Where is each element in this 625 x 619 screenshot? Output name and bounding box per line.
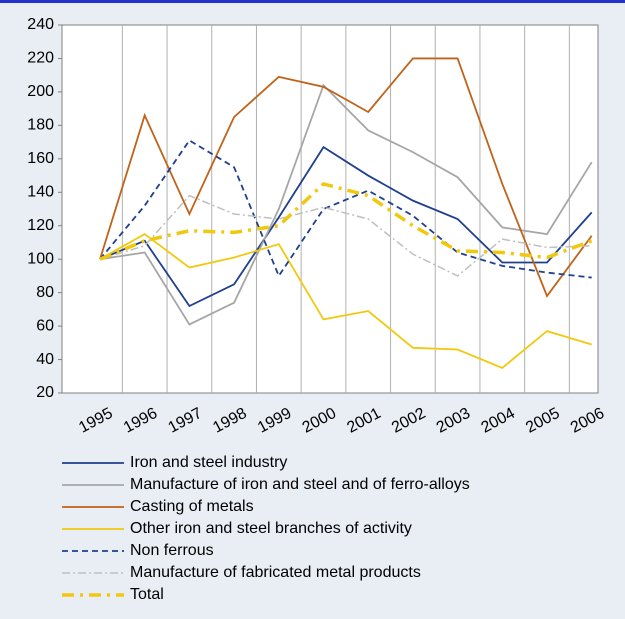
y-tick-label: 160 — [27, 150, 54, 167]
y-tick-label: 20 — [36, 384, 54, 401]
legend-label: Iron and steel industry — [130, 454, 287, 471]
legend-label: Casting of metals — [130, 498, 254, 515]
legend-label: Non ferrous — [130, 542, 214, 559]
y-tick-label: 200 — [27, 83, 54, 100]
series-line — [99, 145, 593, 308]
y-tick-label: 60 — [36, 317, 54, 334]
series-line — [99, 57, 593, 298]
y-tick-label: 80 — [36, 284, 54, 301]
legend-label: Manufacture of iron and steel and of fer… — [130, 476, 470, 493]
series-line — [99, 194, 592, 277]
y-tick-label: 180 — [27, 117, 54, 134]
y-tick-label: 220 — [27, 50, 54, 67]
y-tick-label: 140 — [27, 183, 54, 200]
y-tick-label: 240 — [27, 16, 54, 33]
series-line — [99, 181, 593, 261]
series-line — [99, 83, 593, 326]
y-tick-label: 100 — [27, 250, 54, 267]
y-tick-label: 40 — [36, 351, 54, 368]
series-line — [99, 139, 592, 279]
y-tick-label: 120 — [27, 217, 54, 234]
series-line — [99, 233, 592, 369]
legend-label: Manufacture of fabricated metal products — [130, 564, 421, 581]
legend-label: Other iron and steel branches of activit… — [130, 520, 412, 537]
top-border — [0, 0, 625, 3]
legend-label: Total — [130, 586, 164, 603]
